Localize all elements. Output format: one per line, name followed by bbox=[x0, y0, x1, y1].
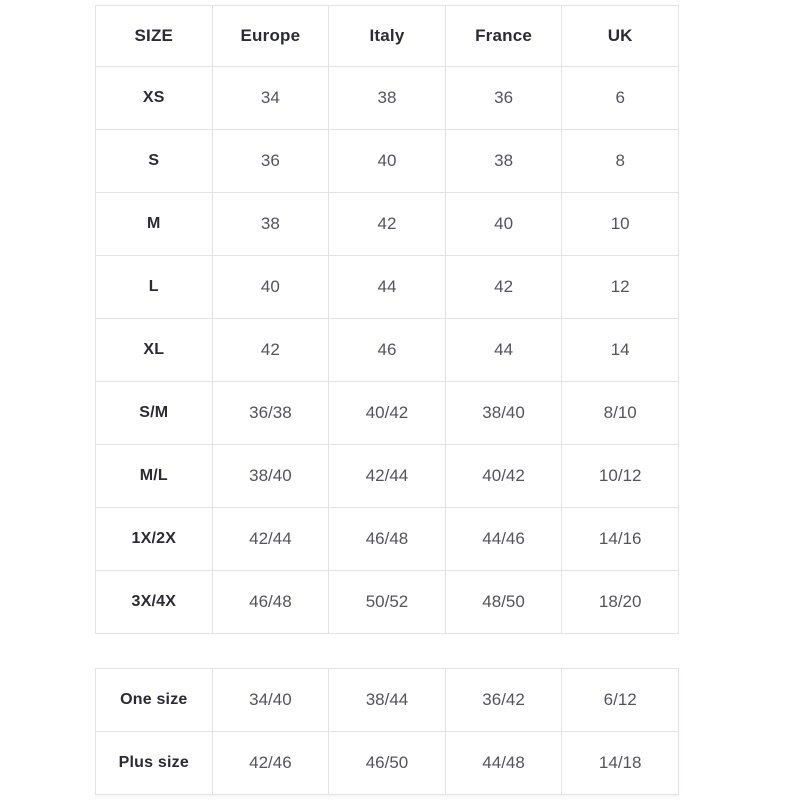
size-value: 42/44 bbox=[328, 444, 446, 508]
size-label: XS bbox=[95, 66, 213, 130]
size-value: 34 bbox=[211, 66, 330, 130]
size-value: 12 bbox=[561, 255, 679, 319]
size-value: 48/50 bbox=[444, 570, 563, 634]
size-value: 40/42 bbox=[328, 381, 446, 445]
special-sizes-table: One size 34/40 38/44 36/42 6/12 Plus size 42/4… bbox=[95, 668, 679, 795]
size-value: 36 bbox=[211, 129, 330, 193]
special-sizes-body: One size 34/40 38/44 36/42 6/12 Plus size 42/4… bbox=[95, 668, 679, 795]
header-row: SIZE Europe Italy France UK bbox=[95, 5, 679, 67]
size-value: 14/18 bbox=[561, 731, 679, 795]
size-value: 46/48 bbox=[328, 507, 446, 571]
size-value: 8 bbox=[561, 129, 679, 193]
size-value: 42/44 bbox=[211, 507, 330, 571]
table-row: One size 34/40 38/44 36/42 6/12 bbox=[95, 668, 679, 732]
size-label: One size bbox=[95, 668, 213, 732]
table-row: M/L 38/40 42/44 40/42 10/12 bbox=[95, 444, 679, 508]
header-europe: Europe bbox=[211, 5, 330, 67]
size-value: 44/46 bbox=[444, 507, 563, 571]
header-italy: Italy bbox=[328, 5, 446, 67]
size-value: 34/40 bbox=[211, 668, 330, 732]
size-value: 14/16 bbox=[561, 507, 679, 571]
table-row: XL 42 46 44 14 bbox=[95, 318, 679, 382]
table-row: Plus size 42/46 46/50 44/48 14/18 bbox=[95, 731, 679, 795]
header-uk: UK bbox=[561, 5, 679, 67]
size-guide-content: SIZE Europe Italy France UK XS 34 38 36 6 S 36… bbox=[95, 5, 679, 795]
size-value: 38/40 bbox=[444, 381, 563, 445]
size-value: 8/10 bbox=[561, 381, 679, 445]
table-row: 3X/4X 46/48 50/52 48/50 18/20 bbox=[95, 570, 679, 634]
size-value: 36/38 bbox=[211, 381, 330, 445]
size-value: 46/50 bbox=[328, 731, 446, 795]
size-value: 40 bbox=[211, 255, 330, 319]
size-label: Plus size bbox=[95, 731, 213, 795]
size-value: 38 bbox=[328, 66, 446, 130]
size-value: 14 bbox=[561, 318, 679, 382]
table-row: L 40 44 42 12 bbox=[95, 255, 679, 319]
size-value: 46 bbox=[328, 318, 446, 382]
table-row: XS 34 38 36 6 bbox=[95, 66, 679, 130]
size-value: 38 bbox=[444, 129, 563, 193]
size-value: 36/42 bbox=[444, 668, 563, 732]
size-value: 40/42 bbox=[444, 444, 563, 508]
size-conversion-table: SIZE Europe Italy France UK XS 34 38 36 6 S 36… bbox=[95, 5, 679, 634]
size-label: L bbox=[95, 255, 213, 319]
size-value: 44 bbox=[444, 318, 563, 382]
size-value: 46/48 bbox=[211, 570, 330, 634]
size-value: 38 bbox=[211, 192, 330, 256]
size-value: 40 bbox=[444, 192, 563, 256]
header-france: France bbox=[444, 5, 563, 67]
size-value: 6 bbox=[561, 66, 679, 130]
size-label: 3X/4X bbox=[95, 570, 213, 634]
size-value: 6/12 bbox=[561, 668, 679, 732]
size-label: 1X/2X bbox=[95, 507, 213, 571]
size-label: S bbox=[95, 129, 213, 193]
header-size: SIZE bbox=[95, 5, 213, 67]
size-value: 42 bbox=[328, 192, 446, 256]
size-label: S/M bbox=[95, 381, 213, 445]
size-table-header: SIZE Europe Italy France UK bbox=[95, 5, 679, 67]
table-row: M 38 42 40 10 bbox=[95, 192, 679, 256]
size-value: 18/20 bbox=[561, 570, 679, 634]
size-value: 44/48 bbox=[444, 731, 563, 795]
size-value: 42 bbox=[211, 318, 330, 382]
size-value: 36 bbox=[444, 66, 563, 130]
table-row: S 36 40 38 8 bbox=[95, 129, 679, 193]
size-table-body: XS 34 38 36 6 S 36 40 38 8 M 38 42 40 10 L 40 44 42 12 XL 42 4… bbox=[95, 66, 679, 634]
size-value: 50/52 bbox=[328, 570, 446, 634]
size-value: 10 bbox=[561, 192, 679, 256]
size-value: 42 bbox=[444, 255, 563, 319]
size-label: XL bbox=[95, 318, 213, 382]
table-row: S/M 36/38 40/42 38/40 8/10 bbox=[95, 381, 679, 445]
size-label: M bbox=[95, 192, 213, 256]
size-value: 10/12 bbox=[561, 444, 679, 508]
size-value: 44 bbox=[328, 255, 446, 319]
size-value: 38/40 bbox=[211, 444, 330, 508]
size-value: 38/44 bbox=[328, 668, 446, 732]
size-value: 40 bbox=[328, 129, 446, 193]
size-label: M/L bbox=[95, 444, 213, 508]
table-row: 1X/2X 42/44 46/48 44/46 14/16 bbox=[95, 507, 679, 571]
size-value: 42/46 bbox=[211, 731, 330, 795]
